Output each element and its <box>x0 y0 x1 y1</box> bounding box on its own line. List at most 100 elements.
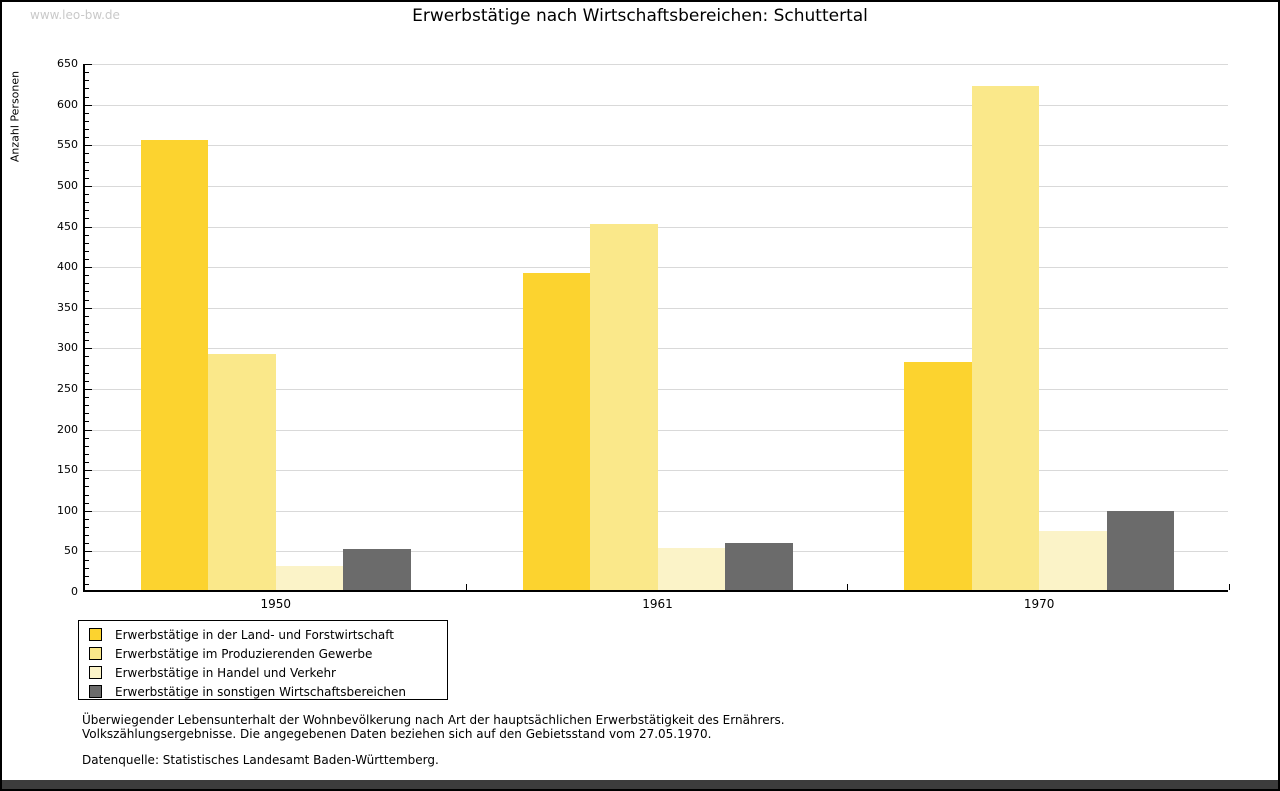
y-axis-minor-tick <box>85 120 89 122</box>
y-axis-minor-tick <box>85 250 89 252</box>
y-axis-minor-tick <box>85 543 89 545</box>
bar-1970-s3 <box>1039 530 1107 590</box>
legend-item: Erwerbstätige in der Land- und Forstwirt… <box>89 625 447 644</box>
y-axis-minor-tick <box>85 364 89 366</box>
bar-1950-s2 <box>208 354 276 590</box>
bar-1950-s4 <box>343 549 411 590</box>
y-axis-major-tick <box>85 307 92 309</box>
y-axis-minor-tick <box>85 161 89 163</box>
bar-1970-s1 <box>904 361 972 590</box>
footnote-source: Datenquelle: Statistisches Landesamt Bad… <box>82 753 439 767</box>
y-axis-tick-label: 200 <box>57 422 78 436</box>
y-axis-minor-tick <box>85 575 89 577</box>
y-axis-minor-tick <box>85 153 89 155</box>
plot-area <box>83 64 1230 592</box>
chart-title: Erwerbstätige nach Wirtschaftsbereichen:… <box>412 6 868 26</box>
y-axis-tick-label: 50 <box>64 544 78 558</box>
y-axis-tick-label: 400 <box>57 260 78 274</box>
y-axis-minor-tick <box>85 437 89 439</box>
y-axis-minor-tick <box>85 356 89 358</box>
y-axis-minor-tick <box>85 291 89 293</box>
y-axis-minor-tick <box>85 413 89 415</box>
legend: Erwerbstätige in der Land- und Forstwirt… <box>78 620 448 700</box>
y-axis-minor-tick <box>85 137 89 139</box>
y-axis-minor-tick <box>85 259 89 260</box>
y-axis-major-tick <box>85 64 92 65</box>
y-axis-tick-label: 600 <box>57 97 78 111</box>
y-axis-minor-tick <box>85 494 89 496</box>
y-axis-minor-tick <box>85 129 89 130</box>
y-axis-tick-label: 550 <box>57 138 78 152</box>
x-axis-tick <box>465 584 467 590</box>
y-axis-minor-tick <box>85 380 89 382</box>
legend-item: Erwerbstätige in Handel und Verkehr <box>89 663 447 682</box>
legend-item-label: Erwerbstätige in sonstigen Wirtschaftsbe… <box>115 684 407 699</box>
gridline <box>85 104 1228 106</box>
gridline <box>85 145 1228 147</box>
y-axis-minor-tick <box>85 372 89 374</box>
bar-1961-s4 <box>725 542 793 590</box>
y-axis-major-tick <box>85 470 92 472</box>
legend-color-swatch <box>89 647 102 660</box>
legend-item: Erwerbstätige in sonstigen Wirtschaftsbe… <box>89 682 447 701</box>
y-axis-minor-tick <box>85 421 89 423</box>
y-axis-minor-tick <box>85 218 89 220</box>
y-axis-minor-tick <box>85 72 89 74</box>
y-axis-minor-tick <box>85 275 89 277</box>
x-axis-tick <box>847 584 849 590</box>
y-axis-minor-tick <box>85 486 89 488</box>
y-axis-minor-tick <box>85 234 89 236</box>
y-axis-minor-tick <box>85 445 89 447</box>
legend-item-label: Erwerbstätige in der Land- und Forstwirt… <box>115 627 394 642</box>
y-axis-minor-tick <box>85 202 89 204</box>
y-axis-minor-tick <box>85 177 89 179</box>
y-axis-minor-tick <box>85 242 89 244</box>
footnote-line-2: Volkszählungsergebnisse. Die angegebenen… <box>82 727 712 741</box>
bottom-bar <box>2 780 1278 789</box>
y-axis-major-tick <box>85 226 92 228</box>
y-axis-minor-tick <box>85 462 89 463</box>
y-axis-tick-label: 250 <box>57 381 78 395</box>
y-axis-major-tick <box>85 185 92 187</box>
y-axis-title: Anzahl Personen <box>8 70 22 163</box>
y-axis-tick-label: 150 <box>57 463 78 477</box>
y-axis-minor-tick <box>85 96 89 98</box>
y-axis-minor-tick <box>85 518 89 520</box>
legend-item-label: Erwerbstätige in Handel und Verkehr <box>115 665 336 680</box>
y-axis-major-tick <box>85 388 92 390</box>
y-axis-minor-tick <box>85 527 89 528</box>
watermark: www.leo-bw.de <box>30 8 120 22</box>
y-axis-major-tick <box>85 267 92 269</box>
y-axis-minor-tick <box>85 397 89 398</box>
y-axis-major-tick <box>85 429 92 431</box>
x-axis-label: 1970 <box>1023 597 1055 611</box>
y-axis-minor-tick <box>85 323 89 325</box>
y-axis-minor-tick <box>85 405 89 407</box>
y-axis-major-tick <box>85 348 92 350</box>
y-axis-tick-label: 0 <box>71 585 78 598</box>
y-axis-minor-tick <box>85 169 89 171</box>
bar-1950-s1 <box>140 140 209 590</box>
y-axis-minor-tick <box>85 88 89 90</box>
x-axis-tick <box>1229 584 1230 590</box>
legend-color-swatch <box>89 685 102 698</box>
legend-color-swatch <box>89 628 102 641</box>
y-axis-minor-tick <box>85 299 89 301</box>
y-axis-tick-label: 300 <box>57 341 78 355</box>
bar-1961-s2 <box>590 223 658 590</box>
y-axis-minor-tick <box>85 112 89 114</box>
y-axis-minor-tick <box>85 210 89 212</box>
y-axis-minor-tick <box>85 478 89 480</box>
y-axis-tick-label: 450 <box>57 219 78 233</box>
y-axis-minor-tick <box>85 340 89 342</box>
bar-1950-s3 <box>275 566 344 590</box>
y-axis-major-tick <box>85 145 92 147</box>
y-axis-major-tick <box>85 510 92 512</box>
footnote-line-1: Überwiegender Lebensunterhalt der Wohnbe… <box>82 713 785 727</box>
y-axis-minor-tick <box>85 559 89 561</box>
y-axis-tick-label: 650 <box>57 57 78 70</box>
y-axis-tick-label: 350 <box>57 300 78 314</box>
y-axis-minor-tick <box>85 332 89 334</box>
y-axis-minor-tick <box>85 583 89 585</box>
